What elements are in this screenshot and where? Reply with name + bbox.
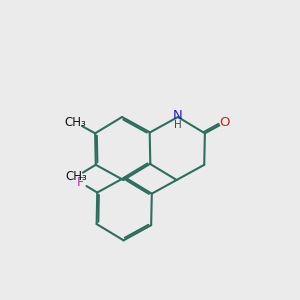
Text: CH₃: CH₃ — [64, 116, 86, 129]
Text: CH₃: CH₃ — [66, 170, 87, 183]
Text: H: H — [174, 120, 182, 130]
Text: N: N — [173, 109, 183, 122]
Text: F: F — [77, 176, 84, 189]
Text: O: O — [219, 116, 230, 129]
